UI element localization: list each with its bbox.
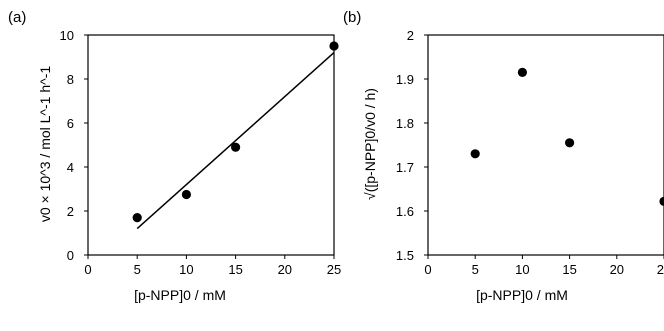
- chart-panel-b: 0 5 10 15 20 25 1.5 1.6 1.7 1.8 1.9 2: [396, 28, 664, 277]
- y-axis-title-a: v0 × 10^3 / mol L^-1 h^-1: [37, 66, 53, 222]
- x-tick-label: 5: [472, 262, 479, 277]
- y-tick-label: 1.5: [396, 248, 414, 263]
- y-tick-label: 2: [407, 28, 414, 43]
- chart-panel-a: 0 5 10 15 20 25 0 2 4 6 8 10: [60, 28, 342, 277]
- panel-label-b: (b): [343, 9, 361, 26]
- x-tick-label: 0: [424, 262, 431, 277]
- x-tick-label: 15: [228, 262, 242, 277]
- data-point: [329, 41, 339, 51]
- data-point: [132, 213, 142, 223]
- x-tick-label: 25: [327, 262, 341, 277]
- x-tick-label: 5: [134, 262, 141, 277]
- plot-frame: [87, 34, 335, 256]
- y-tick-label: 1.9: [396, 72, 414, 87]
- y-axis-title-b: √([p-NPP]0/v0 / h): [362, 88, 378, 200]
- data-point: [517, 67, 528, 77]
- fit-line: [136, 52, 335, 230]
- data-point: [231, 142, 241, 152]
- x-axis-title-a: [p-NPP]0 / mM: [134, 287, 226, 303]
- x-tick-label: 20: [278, 262, 292, 277]
- y-tick-label: 1.6: [396, 204, 414, 219]
- y-tick-label: 6: [67, 116, 74, 131]
- x-tick-label: 25: [657, 262, 664, 277]
- y-tick-label: 1.8: [396, 116, 414, 131]
- y-tick-label: 2: [67, 204, 74, 219]
- panel-label-a: (a): [8, 9, 26, 26]
- data-point: [470, 149, 480, 159]
- x-tick-label: 15: [562, 262, 576, 277]
- y-tick-label: 8: [67, 72, 74, 87]
- y-tick-label: 0: [67, 248, 74, 263]
- plot-frame: [427, 34, 664, 256]
- y-tick-label: 10: [60, 28, 74, 43]
- data-point: [565, 138, 575, 148]
- y-tick-label: 1.7: [396, 160, 414, 175]
- x-tick-label: 10: [515, 262, 529, 277]
- x-tick-label: 10: [179, 262, 193, 277]
- data-point: [181, 189, 191, 200]
- y-tick-label: 4: [67, 160, 74, 175]
- x-tick-label: 0: [84, 262, 91, 277]
- data-point: [659, 196, 664, 206]
- x-tick-label: 20: [610, 262, 624, 277]
- x-axis-title-b: [p-NPP]0 / mM: [476, 287, 568, 303]
